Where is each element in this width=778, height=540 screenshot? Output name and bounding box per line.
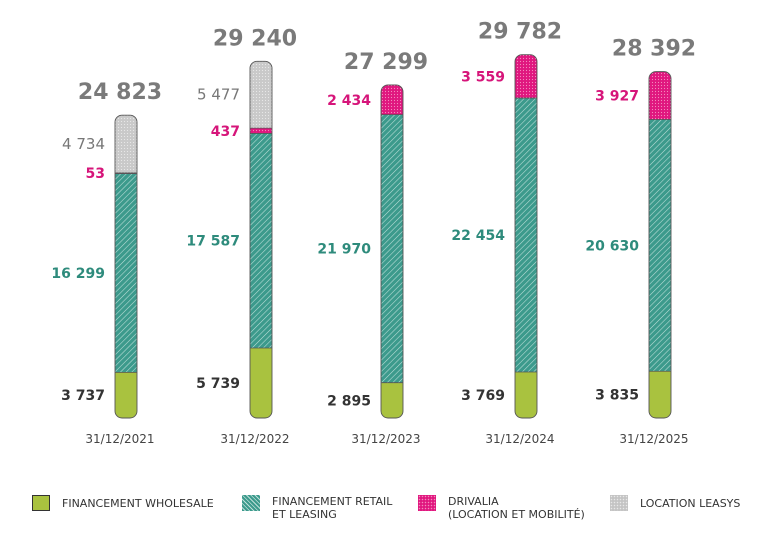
legend-label: DRIVALIA (LOCATION ET MOBILITÉ) bbox=[448, 495, 585, 521]
legend-swatch bbox=[242, 495, 260, 511]
bar-segment bbox=[515, 372, 537, 418]
bar-31/12/2024 bbox=[515, 54, 537, 418]
bar-outline bbox=[514, 54, 538, 419]
x-tick-label: 31/12/2021 bbox=[85, 432, 154, 446]
bar-segment bbox=[649, 119, 671, 372]
legend-item: FINANCEMENT WHOLESALE bbox=[32, 495, 214, 511]
total-label: 28 392 bbox=[612, 37, 696, 62]
legend-item: DRIVALIA (LOCATION ET MOBILITÉ) bbox=[418, 495, 585, 521]
data-label: 17 587 bbox=[186, 234, 240, 250]
bar-segment bbox=[515, 98, 537, 373]
x-tick-label: 31/12/2022 bbox=[220, 432, 289, 446]
bar-segment bbox=[115, 115, 137, 173]
data-label: 5 739 bbox=[196, 376, 240, 392]
x-tick-label: 31/12/2023 bbox=[351, 432, 420, 446]
data-label: 3 769 bbox=[461, 388, 505, 404]
data-label: 21 970 bbox=[317, 242, 371, 258]
bar-31/12/2022 bbox=[250, 61, 272, 418]
data-label: 53 bbox=[86, 166, 105, 182]
bar-segment bbox=[250, 61, 272, 129]
data-label: 2 434 bbox=[327, 93, 371, 109]
data-label: 437 bbox=[211, 124, 240, 140]
data-label: 5 477 bbox=[197, 86, 240, 104]
data-label: 4 734 bbox=[62, 135, 105, 153]
data-label: 3 927 bbox=[595, 89, 639, 105]
bar-31/12/2025 bbox=[649, 71, 671, 418]
bar-outline bbox=[114, 114, 138, 419]
data-label: 3 835 bbox=[595, 388, 639, 404]
bar-31/12/2021 bbox=[115, 115, 137, 418]
total-label: 24 823 bbox=[78, 80, 162, 105]
data-label: 3 559 bbox=[461, 69, 505, 85]
legend-swatch bbox=[32, 495, 50, 511]
legend: FINANCEMENT WHOLESALE FINANCEMENT RETAIL … bbox=[0, 495, 778, 525]
bar-segment bbox=[115, 372, 137, 418]
bar-segment bbox=[381, 382, 403, 418]
legend-label: FINANCEMENT WHOLESALE bbox=[62, 497, 214, 510]
x-tick-label: 31/12/2025 bbox=[619, 432, 688, 446]
total-label: 27 299 bbox=[344, 50, 428, 75]
total-label: 29 782 bbox=[478, 20, 562, 45]
data-label: 22 454 bbox=[451, 228, 505, 244]
stacked-bar-chart: 3 737 16 299 53 4 734 24 823 31/12/2021 5 739 1… bbox=[51, 20, 696, 446]
bar-segment bbox=[115, 173, 137, 373]
total-label: 29 240 bbox=[213, 26, 297, 51]
bar-outline bbox=[249, 60, 273, 419]
bar-outline bbox=[648, 71, 672, 419]
legend-item: FINANCEMENT RETAIL ET LEASING bbox=[242, 495, 392, 521]
legend-swatch bbox=[418, 495, 436, 511]
legend-label: FINANCEMENT RETAIL ET LEASING bbox=[272, 495, 393, 521]
bar-segment bbox=[515, 54, 537, 99]
bar-segment bbox=[649, 71, 671, 120]
legend-swatch bbox=[610, 495, 628, 511]
bar-outline bbox=[380, 84, 404, 419]
bar-31/12/2023 bbox=[381, 84, 403, 418]
data-label: 3 737 bbox=[61, 388, 105, 404]
x-tick-label: 31/12/2024 bbox=[485, 432, 554, 446]
bar-segment bbox=[649, 371, 671, 418]
data-label: 20 630 bbox=[585, 238, 639, 254]
data-label: 2 895 bbox=[327, 393, 371, 409]
bar-segment bbox=[381, 84, 403, 115]
bar-segment bbox=[250, 133, 272, 348]
bar-segment bbox=[381, 114, 403, 383]
legend-label: LOCATION LEASYS bbox=[640, 497, 741, 510]
bar-segment bbox=[250, 347, 272, 418]
bar-segment bbox=[250, 128, 272, 134]
legend-item: LOCATION LEASYS bbox=[610, 495, 740, 511]
data-label: 16 299 bbox=[51, 266, 105, 282]
